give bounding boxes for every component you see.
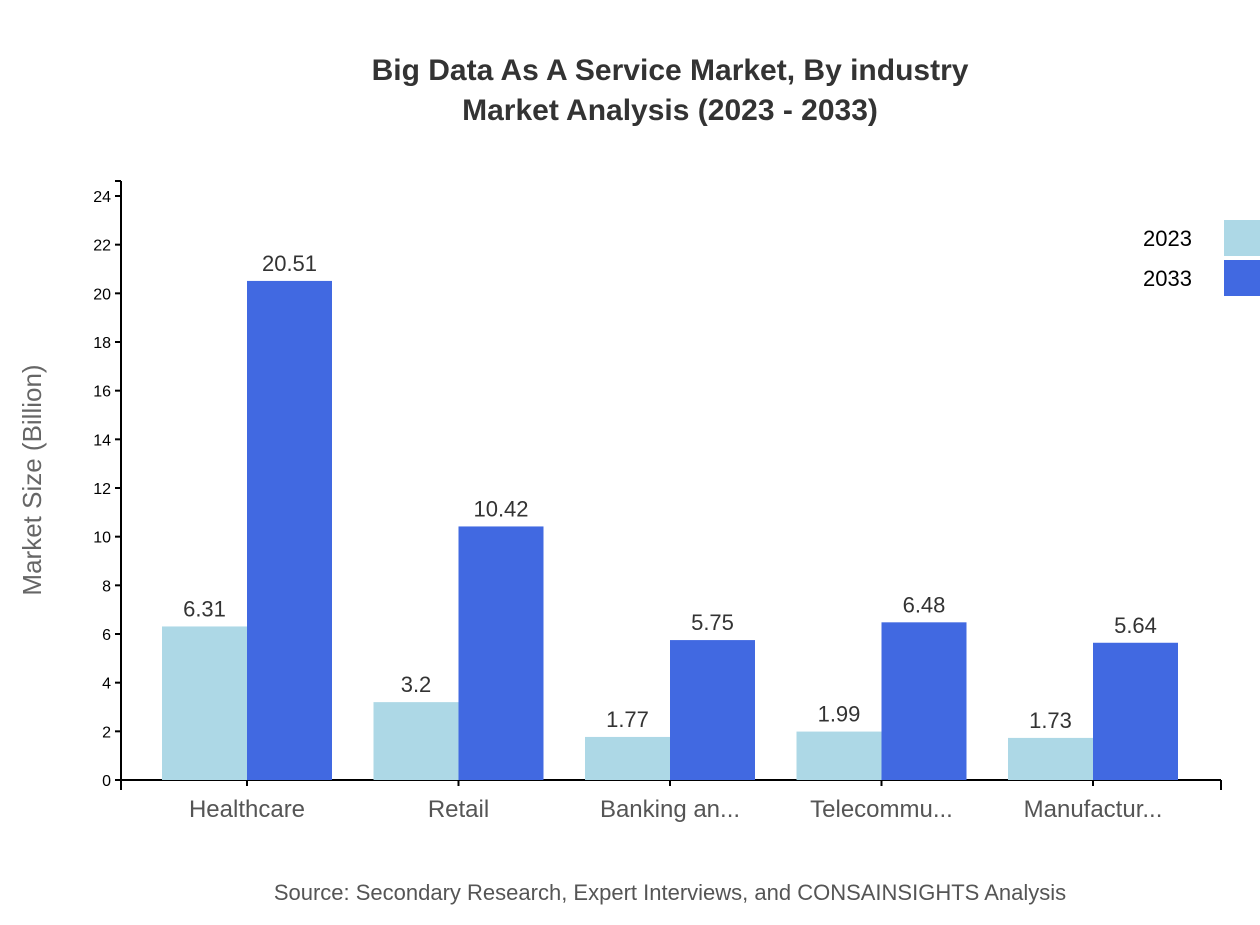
data-label: 1.73: [1029, 708, 1072, 733]
bar-2023: [162, 626, 247, 780]
y-tick-label: 12: [93, 481, 111, 498]
chart-subtitle: Market Analysis (2023 - 2033): [462, 94, 878, 127]
y-tick-label: 24: [93, 189, 111, 206]
bar-2033: [881, 622, 967, 780]
bar-2033: [458, 526, 544, 780]
y-tick-label: 6: [102, 627, 111, 644]
y-tick-label: 10: [93, 530, 111, 547]
y-tick-label: 16: [93, 384, 111, 401]
data-label: 10.42: [473, 496, 528, 521]
data-label: 1.77: [606, 707, 649, 732]
legend: 2023 2033: [1143, 220, 1260, 296]
x-tick-label: Retail: [428, 796, 489, 823]
bars: 6.31 20.51 3.2 10.42 1.77 5.75 1.99 6.48 1.73 5.6…: [162, 251, 1178, 780]
legend-swatch: [1224, 220, 1260, 256]
data-label: 5.64: [1114, 613, 1157, 638]
x-tick-label: Manufactur...: [1024, 796, 1163, 823]
bar-2023: [1008, 737, 1093, 780]
legend-swatch: [1224, 260, 1260, 296]
y-tick-label: 8: [102, 578, 111, 595]
x-tick-label: Telecommu...: [810, 796, 953, 823]
y-tick-label: 2: [102, 724, 111, 741]
data-label: 6.48: [903, 592, 946, 617]
data-label: 1.99: [818, 702, 861, 727]
y-tick-label: 14: [93, 432, 111, 449]
legend-label: 2033: [1143, 266, 1192, 291]
bar-2023: [585, 736, 670, 780]
data-label: 6.31: [183, 596, 226, 621]
data-label: 5.75: [691, 610, 734, 635]
bar-2033: [670, 640, 755, 780]
bar-2023: [796, 731, 882, 780]
x-tick-label: Healthcare: [189, 796, 305, 823]
y-tick-label: 20: [93, 286, 111, 303]
y-tick-label: 18: [93, 335, 111, 352]
bar-2033: [1093, 642, 1178, 780]
chart-title: Big Data As A Service Market, By industr…: [372, 54, 969, 87]
data-label: 3.2: [401, 672, 432, 697]
bar-2023: [373, 702, 459, 780]
source-note: Source: Secondary Research, Expert Inter…: [274, 880, 1066, 905]
y-tick-label: 4: [102, 676, 111, 693]
x-axis: Healthcare Retail Banking an... Telecommu..…: [120, 779, 1222, 823]
data-label: 20.51: [262, 251, 317, 276]
y-axis-label: Market Size (Billion): [17, 364, 47, 595]
x-tick-label: Banking an...: [600, 796, 740, 823]
bar-2033: [247, 280, 332, 780]
y-tick-label: 22: [93, 238, 111, 255]
legend-label: 2023: [1143, 226, 1192, 251]
y-tick-label: 0: [102, 773, 111, 790]
